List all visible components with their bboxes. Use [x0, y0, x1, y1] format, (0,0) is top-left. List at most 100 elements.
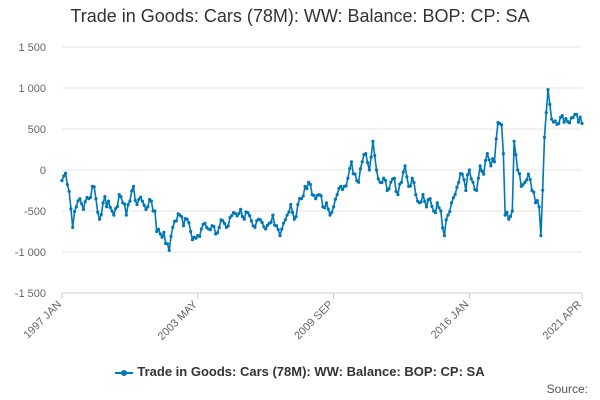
- data-point[interactable]: [171, 225, 175, 229]
- data-point[interactable]: [541, 188, 545, 192]
- data-point[interactable]: [187, 220, 191, 225]
- data-point[interactable]: [383, 178, 388, 183]
- data-point[interactable]: [466, 173, 470, 177]
- data-point[interactable]: [233, 211, 237, 216]
- data-point[interactable]: [324, 201, 329, 205]
- data-point[interactable]: [424, 205, 429, 209]
- data-point[interactable]: [380, 181, 384, 185]
- data-point[interactable]: [548, 102, 552, 106]
- data-point[interactable]: [401, 170, 405, 174]
- data-point[interactable]: [167, 248, 171, 252]
- data-point[interactable]: [69, 207, 73, 211]
- data-point[interactable]: [305, 187, 309, 191]
- data-point[interactable]: [533, 201, 538, 205]
- series-line[interactable]: [61, 88, 583, 252]
- data-point[interactable]: [399, 180, 404, 184]
- data-point[interactable]: [437, 206, 441, 210]
- data-point[interactable]: [80, 202, 84, 206]
- data-point[interactable]: [180, 215, 184, 219]
- data-point[interactable]: [405, 175, 409, 179]
- data-point[interactable]: [396, 193, 400, 197]
- data-point[interactable]: [240, 215, 245, 219]
- data-point[interactable]: [448, 209, 452, 214]
- data-point[interactable]: [112, 213, 116, 217]
- data-point[interactable]: [403, 164, 407, 168]
- data-point[interactable]: [441, 226, 445, 230]
- data-point[interactable]: [483, 158, 488, 163]
- data-point[interactable]: [174, 219, 178, 223]
- data-point[interactable]: [487, 158, 491, 162]
- data-point[interactable]: [414, 193, 418, 197]
- data-point[interactable]: [542, 135, 547, 139]
- data-point[interactable]: [474, 188, 479, 193]
- data-point[interactable]: [78, 197, 82, 201]
- data-point[interactable]: [580, 121, 584, 126]
- data-point[interactable]: [260, 220, 264, 225]
- data-point[interactable]: [237, 212, 241, 216]
- data-point[interactable]: [60, 179, 64, 183]
- data-point[interactable]: [133, 198, 137, 203]
- data-point[interactable]: [510, 209, 514, 213]
- data-point[interactable]: [65, 183, 69, 187]
- data-point[interactable]: [199, 227, 203, 231]
- data-point[interactable]: [389, 180, 393, 184]
- data-point[interactable]: [339, 184, 343, 188]
- data-point[interactable]: [439, 209, 443, 213]
- data-point[interactable]: [278, 234, 282, 238]
- legend[interactable]: Trade in Goods: Cars (78M): WW: Balance:…: [0, 364, 600, 379]
- data-point[interactable]: [374, 168, 379, 172]
- data-point[interactable]: [528, 177, 532, 182]
- data-point[interactable]: [469, 177, 473, 181]
- data-point[interactable]: [308, 182, 312, 187]
- data-point[interactable]: [514, 153, 518, 157]
- data-point[interactable]: [507, 217, 511, 221]
- data-point[interactable]: [94, 197, 98, 201]
- data-point[interactable]: [62, 174, 66, 178]
- data-point[interactable]: [169, 234, 173, 238]
- data-point[interactable]: [258, 218, 262, 222]
- data-point[interactable]: [480, 169, 484, 173]
- data-point[interactable]: [276, 228, 280, 232]
- data-point[interactable]: [460, 172, 464, 176]
- data-point[interactable]: [499, 123, 504, 127]
- data-point[interactable]: [283, 218, 287, 222]
- data-point[interactable]: [489, 164, 493, 168]
- data-point[interactable]: [344, 184, 348, 188]
- data-point[interactable]: [501, 152, 505, 156]
- data-point[interactable]: [523, 180, 527, 184]
- data-point[interactable]: [419, 200, 423, 204]
- data-point[interactable]: [67, 189, 71, 193]
- data-point[interactable]: [364, 152, 368, 156]
- data-point[interactable]: [348, 167, 352, 171]
- data-point[interactable]: [106, 199, 111, 203]
- data-point[interactable]: [576, 120, 581, 124]
- data-point[interactable]: [562, 120, 566, 124]
- data-point[interactable]: [358, 167, 363, 171]
- data-point[interactable]: [105, 205, 109, 209]
- data-point[interactable]: [535, 198, 539, 203]
- data-point[interactable]: [457, 180, 461, 184]
- data-point[interactable]: [140, 199, 145, 203]
- data-point[interactable]: [190, 238, 195, 242]
- data-point[interactable]: [285, 213, 289, 217]
- data-point[interactable]: [369, 155, 373, 159]
- data-point[interactable]: [158, 232, 162, 236]
- data-point[interactable]: [537, 205, 541, 209]
- data-point[interactable]: [92, 185, 96, 189]
- data-point[interactable]: [376, 177, 380, 181]
- data-point[interactable]: [253, 225, 257, 229]
- data-point[interactable]: [96, 210, 100, 214]
- data-point[interactable]: [296, 202, 300, 207]
- data-point[interactable]: [353, 172, 357, 176]
- data-point[interactable]: [131, 184, 136, 188]
- data-point[interactable]: [449, 201, 454, 205]
- data-point[interactable]: [430, 204, 434, 209]
- data-point[interactable]: [446, 213, 450, 217]
- data-point[interactable]: [335, 193, 339, 197]
- data-point[interactable]: [526, 172, 530, 176]
- data-point[interactable]: [181, 224, 186, 228]
- data-point[interactable]: [156, 227, 161, 231]
- data-point[interactable]: [564, 116, 568, 121]
- data-point[interactable]: [76, 199, 80, 203]
- data-point[interactable]: [203, 221, 207, 225]
